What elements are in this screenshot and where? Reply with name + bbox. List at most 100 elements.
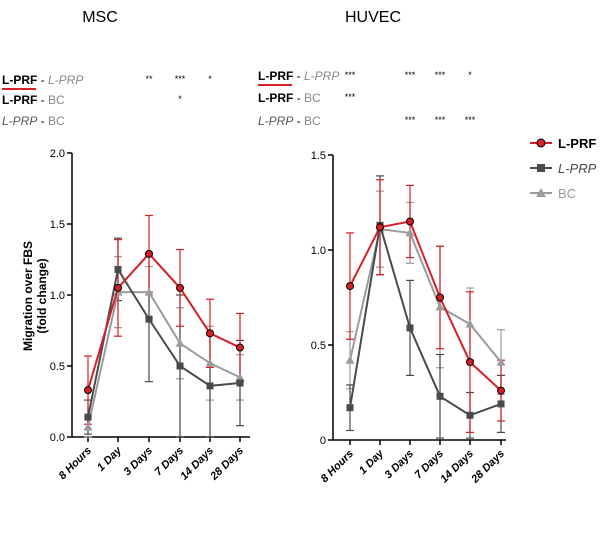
- panel-1-point-L-PRF: [176, 283, 184, 292]
- panel-1-point-L-PRF: [206, 329, 214, 338]
- panel-1-point-BC: [83, 422, 93, 431]
- panel-2-point-L-PRF: [436, 293, 444, 302]
- panel-2-point-BC: [465, 319, 475, 328]
- sig-group-b: BC: [304, 91, 321, 105]
- panel-1-point-BC: [175, 338, 185, 347]
- panel-2-point-L-PRF: [406, 217, 414, 226]
- panel-2-y-tick-label: 1.0: [311, 245, 326, 257]
- panel-1-point-L-PRP: [206, 382, 214, 390]
- panel-1-sig-label-1: L-PRF - L-PRP: [2, 73, 83, 87]
- panel-2-sig-label-2: L-PRF - BC: [258, 91, 321, 105]
- panel-1-point-L-PRF: [236, 343, 244, 352]
- sig-group-b: BC: [48, 93, 65, 107]
- panel-2-series-line-L-PRP: [349, 225, 502, 417]
- panel-2-series-line-BC: [349, 227, 502, 363]
- panel-1-x-tick-label: 3 Days: [122, 445, 156, 479]
- panel-2-x-tick-label: 3 Days: [383, 448, 417, 482]
- panel-2-y-tick-label: 0: [320, 435, 326, 447]
- panel-2-sig-mark: ***: [345, 92, 356, 102]
- panel-2-point-L-PRF: [466, 358, 474, 367]
- sig-group-b: L-PRP: [304, 69, 339, 83]
- panel-1-point-L-PRP: [114, 265, 122, 273]
- legend-marker-L-PRF: [536, 138, 546, 148]
- panel-1-point-L-PRP: [236, 379, 244, 387]
- panel-1-sig-mark: ***: [175, 74, 186, 84]
- sig-group-b: L-PRP: [48, 73, 83, 87]
- panel-2-point-L-PRP: [497, 400, 505, 408]
- sig-dash: -: [293, 91, 304, 105]
- sig-group-a: L-PRP: [2, 114, 37, 128]
- panel-2-sig-label-3: L-PRP - BC: [258, 114, 321, 128]
- sig-group-a: L-PRP: [258, 114, 293, 128]
- sig-dash: -: [293, 114, 304, 128]
- sig-dash: -: [37, 114, 48, 128]
- panel-2-sig-mark: ***: [465, 115, 476, 125]
- panel-2-point-BC: [405, 228, 415, 237]
- panel-2-point-BC: [345, 355, 355, 364]
- panel-1-sig-label-3: L-PRP - BC: [2, 114, 65, 128]
- panel-1-y-tick-label: 1.5: [50, 219, 65, 231]
- panel-1-y-tick-label: 1.0: [50, 290, 65, 302]
- panel-1-point-L-PRP: [176, 362, 184, 370]
- panel-1-sig-label-2: L-PRF - BC: [2, 93, 65, 107]
- panel-1-series-line-L-PRF: [87, 252, 241, 391]
- legend-label-L-PRF: L-PRF: [558, 136, 596, 151]
- panel-2-point-L-PRF: [346, 282, 354, 291]
- panel-1-series-line-BC: [87, 291, 241, 428]
- panel-2-point-L-PRP: [436, 392, 444, 400]
- panel-2-sig-label-1: L-PRF - L-PRP: [258, 69, 339, 83]
- panel-2-x-tick-label: 8 Hours: [319, 448, 356, 485]
- sig-group-a: L-PRF: [2, 93, 37, 107]
- panel-2-point-L-PRF: [376, 223, 384, 232]
- panel-1-point-L-PRF: [114, 283, 122, 292]
- legend-label-BC: BC: [558, 186, 576, 201]
- panel-1-sig-mark: **: [145, 74, 153, 84]
- panel-1-x-tick-label: 1 Day: [95, 444, 125, 474]
- panel-1-point-BC: [235, 372, 245, 381]
- sig-group-a: L-PRF: [258, 69, 293, 83]
- sig-group-a: L-PRF: [258, 91, 293, 105]
- panel-1-point-BC: [205, 358, 215, 367]
- panel-1-point-L-PRP: [84, 413, 92, 421]
- legend-marker-L-PRP: [537, 164, 545, 172]
- panel-1-point-BC: [144, 287, 154, 296]
- panel-1-sig-mark: *: [178, 94, 182, 104]
- panel-2-y-tick-label: 1.5: [311, 150, 326, 162]
- panel-2-point-L-PRP: [406, 324, 414, 332]
- sig-group-a: L-PRF: [2, 73, 37, 87]
- sig-dash: -: [293, 69, 304, 83]
- panel-2-x-tick-label: 14 Days: [438, 448, 476, 486]
- legend-label-L-PRP: L-PRP: [558, 161, 597, 176]
- sig-dash: -: [37, 73, 48, 87]
- panel-1-y-axis-label-sub: (fold change): [35, 258, 49, 333]
- panel-1-y-axis-label: Migration over FBS: [21, 241, 35, 351]
- panel-1-point-L-PRF: [84, 386, 92, 395]
- panel-1-series-line-L-PRP: [87, 266, 241, 418]
- panel-1-point-L-PRP: [145, 315, 153, 323]
- panel-2-sig-mark: ***: [435, 115, 446, 125]
- panel-2-point-L-PRP: [466, 411, 474, 419]
- panel-2-series-line-L-PRF: [349, 220, 502, 392]
- sig-group-b: BC: [48, 114, 65, 128]
- sig-group-b: BC: [304, 114, 321, 128]
- panel-1-point-L-PRF: [145, 249, 153, 258]
- panel-1-sig-mark: *: [208, 74, 212, 84]
- sig-dash: -: [37, 93, 48, 107]
- panel-2-point-L-PRP: [346, 404, 354, 412]
- panel-2-sig-mark: ***: [405, 70, 416, 80]
- panel-2-sig-mark: *: [468, 70, 472, 80]
- panel-2-x-tick-label: 28 Days: [469, 448, 508, 487]
- panel-2-point-BC: [496, 357, 506, 366]
- panel-1-y-tick-label: 2.0: [50, 148, 65, 160]
- panel-1-chart-title: MSC: [82, 9, 118, 26]
- panel-2-point-L-PRF: [497, 386, 505, 395]
- panel-2-sig-mark: ***: [435, 70, 446, 80]
- legend-marker-BC: [536, 188, 546, 197]
- panel-2-point-BC: [435, 302, 445, 311]
- panel-2-sig-mark: ***: [345, 70, 356, 80]
- panel-2-chart-title: HUVEC: [345, 9, 401, 26]
- panel-2-y-tick-label: 0.5: [311, 340, 326, 352]
- panel-1-y-tick-label: 0.0: [50, 432, 65, 444]
- panel-1-x-tick-label: 8 Hours: [57, 445, 94, 482]
